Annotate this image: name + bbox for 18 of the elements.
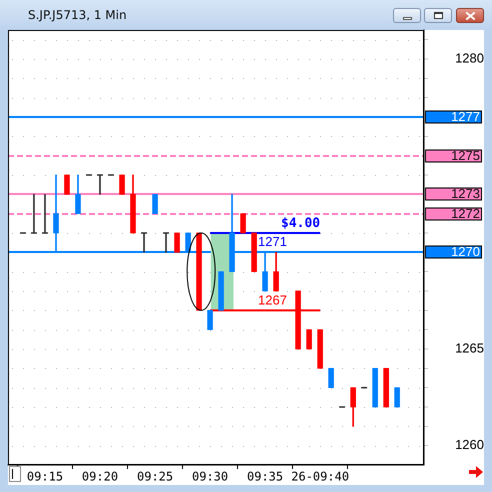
y-tick-label: 1260 (455, 437, 484, 452)
chart-title: S.JP.J5713, 1 Min (28, 8, 127, 22)
x-tick-label: 09:25 (136, 469, 174, 484)
ref-line-label: 1275 (451, 148, 480, 164)
series-label: 1271 (258, 234, 287, 250)
ref-line-label: 1272 (451, 206, 480, 222)
x-tick-label: 09:20 (82, 469, 118, 484)
ref-line-label: 1273 (451, 186, 480, 202)
x-tick-label: 09:35 (247, 469, 284, 484)
y-tick-label: 1280 (455, 50, 484, 66)
series-label: 1267 (258, 292, 287, 308)
ref-line-label: 1270 (451, 244, 480, 260)
ref-line-label: 1277 (451, 109, 480, 124)
y-tick-label: 1265 (455, 340, 484, 356)
x-tick-label: 09:30 (192, 469, 228, 484)
x-tick-label: 09:15 (26, 469, 64, 484)
annotation: $4.00 (280, 216, 320, 231)
x-tick-label: 26-09:40 (291, 469, 350, 484)
